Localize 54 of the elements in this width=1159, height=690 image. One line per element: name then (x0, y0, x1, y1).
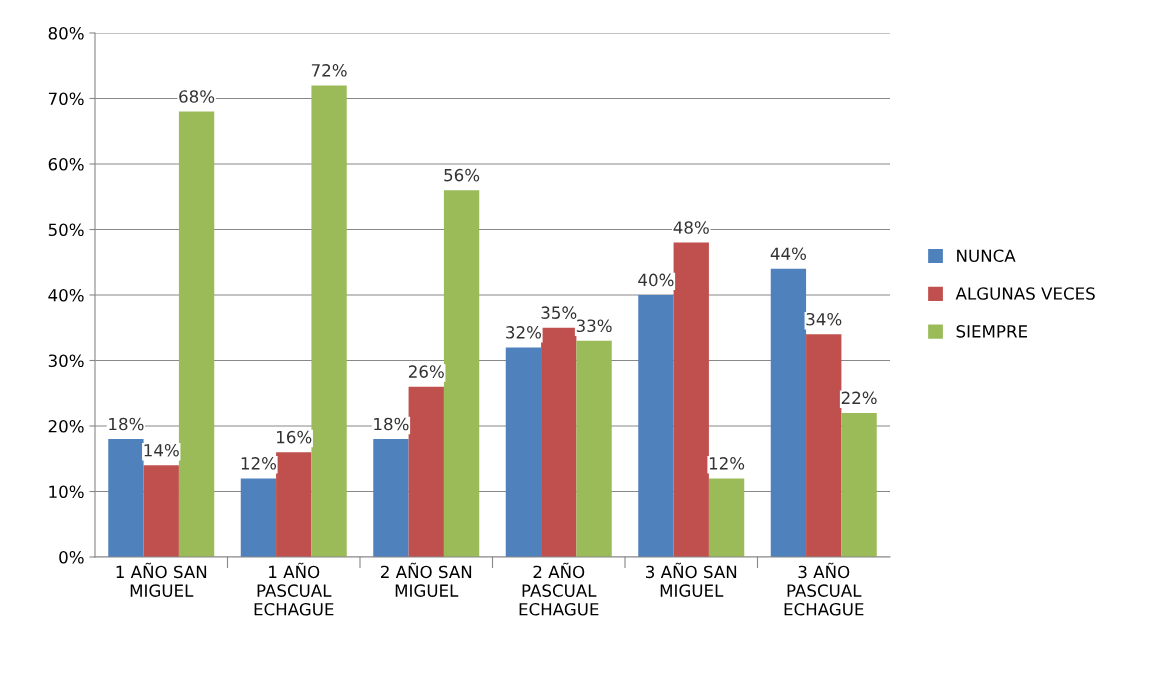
data-label: 26% (408, 365, 444, 378)
data-label: 72% (311, 64, 347, 77)
data-label: 44% (770, 247, 807, 261)
data-label: 40% (638, 273, 674, 287)
x-tick-label: 3 AÑO PASCUAL ECHAGUE (784, 562, 864, 616)
x-tick-label: 1 AÑO PASCUAL ECHAGUE (254, 562, 334, 616)
bar (443, 190, 480, 557)
data-label: 12% (709, 457, 745, 470)
y-tick-label: 80% (48, 26, 84, 40)
bar (240, 478, 277, 557)
bar (408, 386, 444, 557)
y-tick-label: 0% (59, 550, 84, 564)
bar (841, 412, 877, 557)
data-label: 33% (576, 319, 612, 333)
bar (276, 452, 312, 557)
data-label: 18% (374, 417, 409, 431)
y-tick-label: 30% (48, 354, 84, 368)
x-tick-label: 3 AÑO SAN MIGUEL (646, 562, 737, 597)
bar (311, 85, 347, 557)
data-label: 16% (277, 430, 312, 444)
y-tick-label: 50% (48, 223, 84, 237)
y-tick-label: 20% (48, 419, 84, 433)
bar (143, 465, 179, 557)
data-label: 32% (506, 326, 542, 339)
legend-label: SIEMPRE (956, 325, 1028, 338)
data-label: 48% (673, 221, 709, 234)
x-tick-label: 2 AÑO SAN MIGUEL (381, 562, 472, 597)
x-tick-label: 2 AÑO PASCUAL ECHAGUE (519, 562, 599, 616)
bar (576, 340, 612, 557)
data-label: 22% (841, 391, 877, 405)
y-tick-label: 60% (48, 157, 84, 171)
bar (373, 439, 409, 557)
bar (638, 295, 674, 557)
bar (673, 242, 709, 557)
bar (770, 268, 807, 557)
data-label: 56% (444, 168, 480, 182)
data-label: 12% (241, 457, 277, 470)
data-label: 68% (179, 90, 215, 103)
bar (806, 334, 842, 557)
y-tick-label: 10% (49, 485, 84, 499)
data-label: 35% (541, 306, 577, 319)
y-tick-label: 40% (48, 288, 84, 302)
legend-label: ALGUNAS VECES (955, 287, 1095, 300)
data-label: 34% (806, 312, 842, 326)
bar (178, 111, 215, 557)
y-tick-label: 70% (48, 92, 84, 106)
bar (505, 347, 542, 557)
data-label: 14% (144, 443, 179, 457)
legend-label: NUNCA (957, 249, 1016, 263)
bar (708, 478, 745, 557)
data-label: 18% (109, 417, 144, 431)
x-tick-label: 1 AÑO SAN MIGUEL (116, 562, 207, 597)
bar (541, 327, 577, 557)
bar (108, 439, 144, 557)
